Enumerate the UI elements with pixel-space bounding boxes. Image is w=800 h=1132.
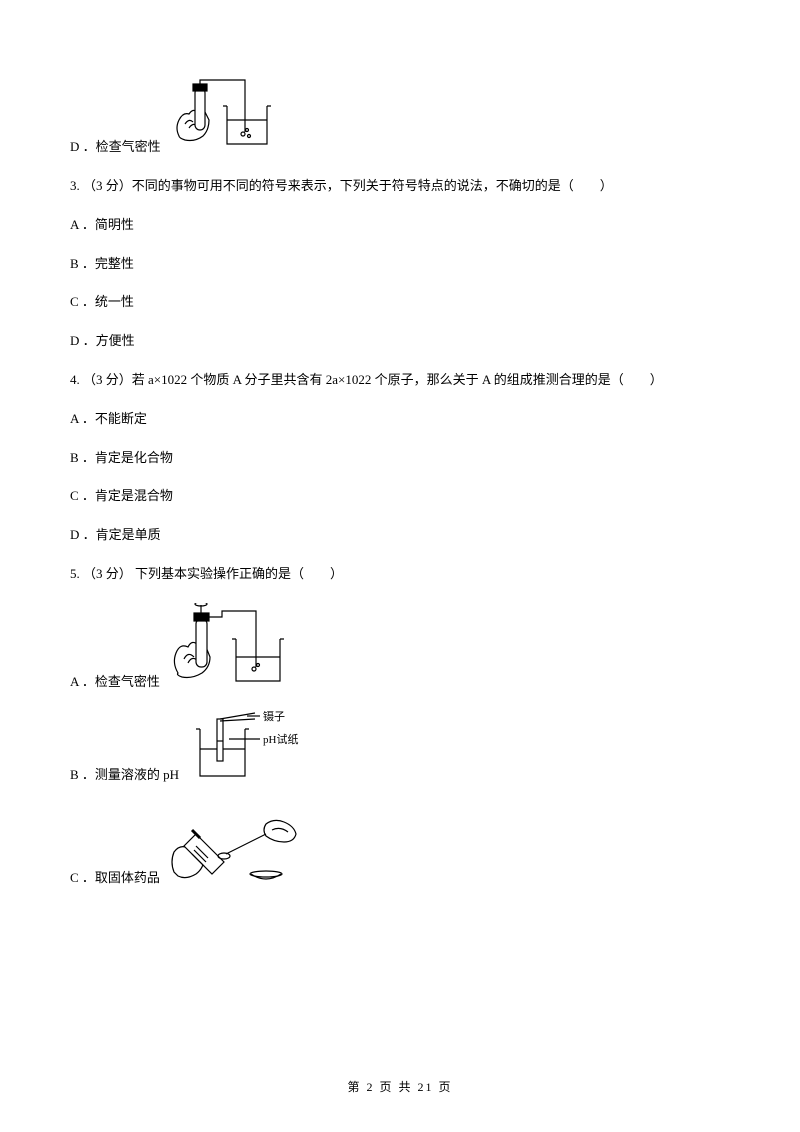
- q2-optD-label: D ．检查气密性: [70, 137, 161, 158]
- airtight-check-diagram-2: [166, 603, 296, 693]
- q3-stem: 3. （3 分）不同的事物可用不同的符号来表示，下列关于符号特点的说法，不确切的…: [70, 176, 730, 197]
- q5-option-c: C ．取固体药品: [70, 804, 730, 889]
- q3-optD: D ．方便性: [70, 331, 730, 352]
- ph-paper-label: pH试纸: [263, 733, 298, 746]
- solid-sample-diagram: [166, 804, 316, 889]
- q4-optD: D ．肯定是单质: [70, 525, 730, 546]
- airtight-check-diagram-1: [167, 78, 282, 158]
- page-footer: 第 2 页 共 21 页: [0, 1078, 800, 1097]
- q5-stem: 5. （3 分） 下列基本实验操作正确的是（ ）: [70, 564, 730, 585]
- q5-optB-label: B ．测量溶液的 pH: [70, 765, 179, 786]
- q5-optC-label: C ．取固体药品: [70, 868, 160, 889]
- q5-option-a: A ．检查气密性: [70, 603, 730, 693]
- q4-optC: C ．肯定是混合物: [70, 486, 730, 507]
- q2-option-d: D ．检查气密性: [70, 78, 730, 158]
- q3-optC: C ．统一性: [70, 292, 730, 313]
- tweezers-label: 镊子: [263, 711, 285, 723]
- q5-option-b: B ．测量溶液的 pH 镊子 pH试纸: [70, 711, 730, 786]
- ph-measure-diagram: 镊子 pH试纸: [185, 711, 315, 786]
- q3-optB: B ．完整性: [70, 254, 730, 275]
- q3-optA: A ．简明性: [70, 215, 730, 236]
- q4-stem: 4. （3 分）若 a×1022 个物质 A 分子里共含有 2a×1022 个原…: [70, 370, 730, 391]
- q5-optA-label: A ．检查气密性: [70, 672, 160, 693]
- q4-optB: B ．肯定是化合物: [70, 448, 730, 469]
- q4-optA: A ．不能断定: [70, 409, 730, 430]
